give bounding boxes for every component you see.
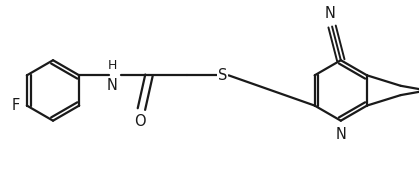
Text: N: N (336, 127, 346, 142)
Text: F: F (12, 98, 20, 113)
Text: S: S (218, 68, 228, 83)
Text: N: N (324, 6, 335, 21)
Text: N: N (106, 78, 117, 93)
Text: H: H (108, 59, 118, 72)
Text: O: O (134, 114, 146, 129)
